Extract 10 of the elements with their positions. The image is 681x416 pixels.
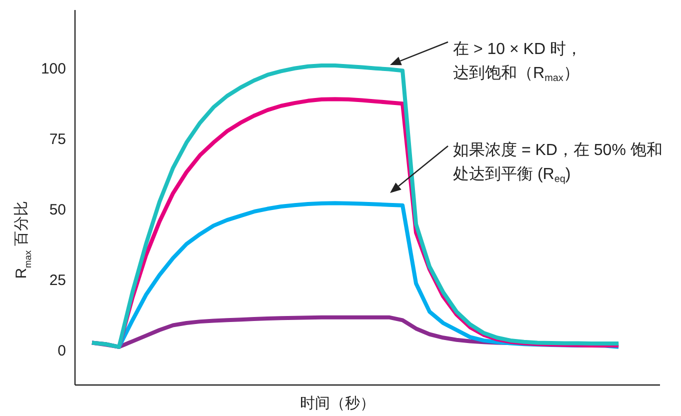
y-tick-label: 50 <box>49 202 66 219</box>
y-tick-label: 75 <box>49 131 66 148</box>
annotation: 处达到平衡 (R$_{eq}$) <box>453 166 571 185</box>
annotation: 达到饱和（R$_{max}$） <box>453 64 580 84</box>
y-tick-label: 25 <box>49 272 66 290</box>
annotation: 在 > 10 × KD 时， <box>453 40 582 58</box>
y-tick-label: 0 <box>58 342 66 360</box>
y-tick-label: 100 <box>40 60 66 78</box>
x-axis-title: 时间（秒） <box>300 395 375 412</box>
annotation: 如果浓度 = KD，在 50% 饱和 <box>453 142 662 158</box>
